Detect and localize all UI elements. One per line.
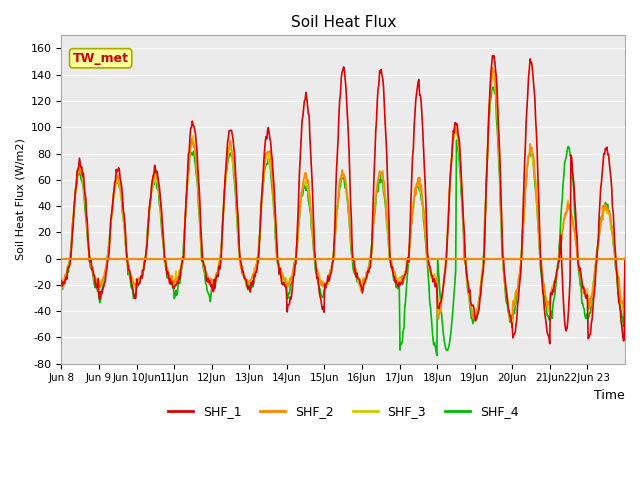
Title: Soil Heat Flux: Soil Heat Flux — [291, 15, 396, 30]
X-axis label: Time: Time — [595, 389, 625, 402]
Legend: SHF_1, SHF_2, SHF_3, SHF_4: SHF_1, SHF_2, SHF_3, SHF_4 — [163, 400, 524, 423]
Y-axis label: Soil Heat Flux (W/m2): Soil Heat Flux (W/m2) — [15, 139, 25, 261]
Text: TW_met: TW_met — [73, 52, 129, 65]
